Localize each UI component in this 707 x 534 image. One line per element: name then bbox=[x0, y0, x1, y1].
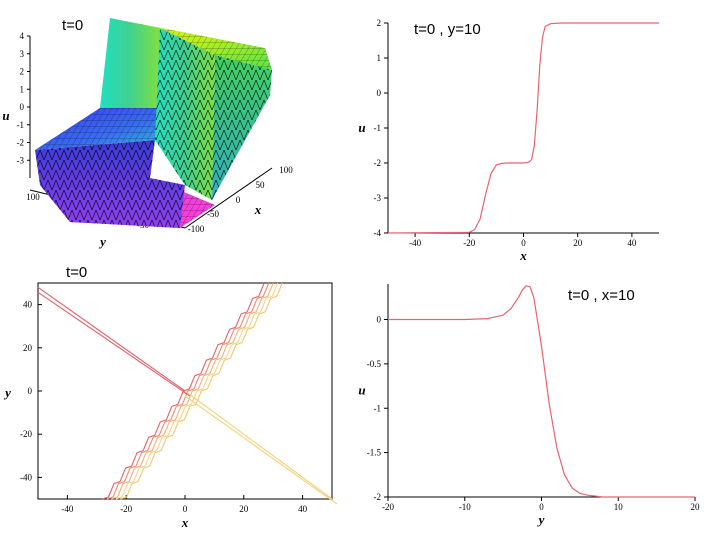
y-tick-label: -4 bbox=[374, 228, 382, 238]
contour-line-lower-branch bbox=[185, 396, 337, 504]
x-tick-label: 40 bbox=[627, 238, 637, 248]
line-chart-x: -40 -20 0 20 40 2 1 0 -1 -2 -3 -4 x u t=0 , y=10 bbox=[354, 0, 707, 262]
y-tick-label: -20 bbox=[20, 429, 32, 439]
x-axis-label: x bbox=[519, 248, 527, 262]
y-axis-label: u bbox=[358, 383, 365, 398]
y-tick-label: 0 bbox=[377, 315, 382, 325]
surface-riser bbox=[100, 18, 160, 108]
y-tick-label: -40 bbox=[20, 472, 32, 482]
y-tick-label: -1 bbox=[374, 403, 382, 413]
y-axis-label: u bbox=[358, 120, 365, 135]
contour-line-lower-branch bbox=[185, 391, 332, 499]
x-tick-label: -40 bbox=[409, 238, 421, 248]
contour-line-upper-branch bbox=[38, 292, 190, 396]
x-tick-label: -100 bbox=[188, 224, 205, 234]
z-tick-label: -1 bbox=[17, 120, 25, 130]
contour-line-upper-branch bbox=[38, 287, 185, 391]
z-tick-label: -3 bbox=[17, 155, 25, 165]
x-tick-label: 40 bbox=[298, 504, 308, 514]
z-tick-label: 3 bbox=[20, 49, 25, 59]
x-tick-label: -20 bbox=[382, 502, 394, 512]
x-tick-label: 0 bbox=[539, 502, 544, 512]
y-tick-label: 0 bbox=[377, 88, 382, 98]
surface-title: t=0 bbox=[62, 17, 83, 34]
x-axis-label: x bbox=[181, 515, 189, 529]
x-tick-label: 0 bbox=[183, 504, 188, 514]
x-tick-label: 20 bbox=[573, 238, 583, 248]
y-tick-label: 20 bbox=[23, 343, 33, 353]
x-tick-label: -20 bbox=[120, 504, 132, 514]
line-chart-y: -20 -10 0 10 20 0 -0.5 -1 -1.5 -2 y u t=0 , x=10 bbox=[354, 263, 707, 529]
y-tick-label: 40 bbox=[23, 300, 33, 310]
x-tick-label: 0 bbox=[521, 238, 526, 248]
y-tick-label: 1 bbox=[377, 53, 382, 63]
y-tick-label: 2 bbox=[377, 18, 382, 28]
chart-title: t=0 bbox=[66, 264, 87, 281]
contour-panel: -40 -20 0 20 40 40 20 0 -20 -40 x y t=0 bbox=[0, 263, 353, 529]
y-tick-label: -1 bbox=[374, 123, 382, 133]
z-tick-label: 2 bbox=[20, 67, 25, 77]
x-tick-label: -50 bbox=[207, 209, 219, 219]
line-panel-x: -40 -20 0 20 40 2 1 0 -1 -2 -3 -4 x u t=0 , y=10 bbox=[354, 0, 707, 262]
z-tick-label: 0 bbox=[20, 102, 25, 112]
x-axis-label: y bbox=[537, 512, 545, 527]
y-tick-label: -2 bbox=[374, 492, 382, 502]
line-panel-y: -20 -10 0 10 20 0 -0.5 -1 -1.5 -2 y u t=0 , x=10 bbox=[354, 263, 707, 529]
y-tick-label: -2 bbox=[374, 158, 382, 168]
y-axis-label: y bbox=[98, 234, 106, 249]
y-tick-label: -0.5 bbox=[367, 359, 382, 369]
series-line bbox=[388, 23, 659, 233]
y-tick-label: -3 bbox=[374, 193, 382, 203]
y-tick-label: 100 bbox=[26, 192, 40, 202]
x-tick-label: 0 bbox=[236, 195, 241, 205]
x-tick-label: -10 bbox=[459, 502, 471, 512]
x-tick-label: 20 bbox=[239, 504, 249, 514]
x-tick-label: 100 bbox=[279, 165, 293, 175]
y-tick-label: -1.5 bbox=[367, 448, 382, 458]
series-line bbox=[388, 286, 695, 497]
x-tick-label: 10 bbox=[614, 502, 624, 512]
z-tick-label: 1 bbox=[20, 84, 25, 94]
chart-title: t=0 , x=10 bbox=[568, 287, 635, 304]
x-axis-label: x bbox=[254, 202, 262, 217]
z-tick-label: 4 bbox=[20, 31, 25, 41]
x-tick-label: -20 bbox=[463, 238, 475, 248]
x-tick-label: 20 bbox=[691, 502, 701, 512]
x-tick-label: 50 bbox=[256, 180, 266, 190]
x-tick-label: -40 bbox=[61, 504, 73, 514]
chart-title: t=0 , y=10 bbox=[414, 21, 481, 38]
y-tick-label: 0 bbox=[28, 386, 33, 396]
y-axis-label: y bbox=[3, 385, 11, 400]
z-tick-label: -2 bbox=[17, 138, 25, 148]
z-axis-label: u bbox=[2, 108, 9, 123]
contour-chart: -40 -20 0 20 40 40 20 0 -20 -40 x y t=0 bbox=[0, 263, 353, 529]
